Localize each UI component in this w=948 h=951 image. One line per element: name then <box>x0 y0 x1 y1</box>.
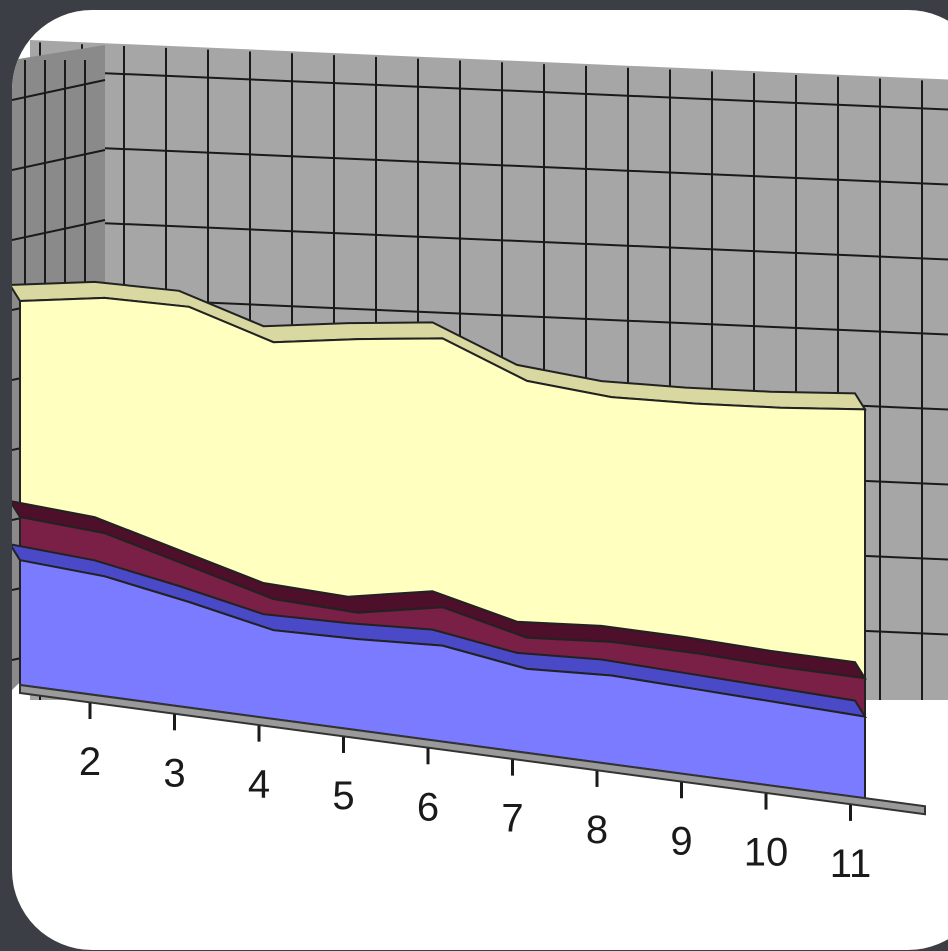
side-wall-gridline <box>12 219 106 241</box>
series-layer <box>12 280 868 800</box>
x-tick-label: 9 <box>670 819 692 863</box>
x-tick-label: 5 <box>332 774 354 818</box>
wall-gridline-horizontal <box>29 69 948 111</box>
x-tick-label: 2 <box>79 740 101 784</box>
wall-gridline-horizontal <box>29 144 948 186</box>
floor-edge <box>19 683 926 816</box>
x-tick-label: 3 <box>163 751 185 795</box>
side-wall-gridline <box>12 79 106 101</box>
x-tick-label: 11 <box>830 842 872 886</box>
chart-floor <box>19 683 926 816</box>
x-tick-label: 8 <box>586 808 608 852</box>
x-tick-label: 6 <box>417 785 439 829</box>
x-tick-label: 7 <box>501 797 523 841</box>
x-axis: 2 3 4 5 6 7 8 9 10 11 <box>79 703 871 886</box>
wall-gridline-horizontal <box>29 219 948 261</box>
x-tick-label: 10 <box>744 831 789 875</box>
side-wall-gridline <box>12 149 106 171</box>
x-tick-label: 4 <box>248 763 270 807</box>
